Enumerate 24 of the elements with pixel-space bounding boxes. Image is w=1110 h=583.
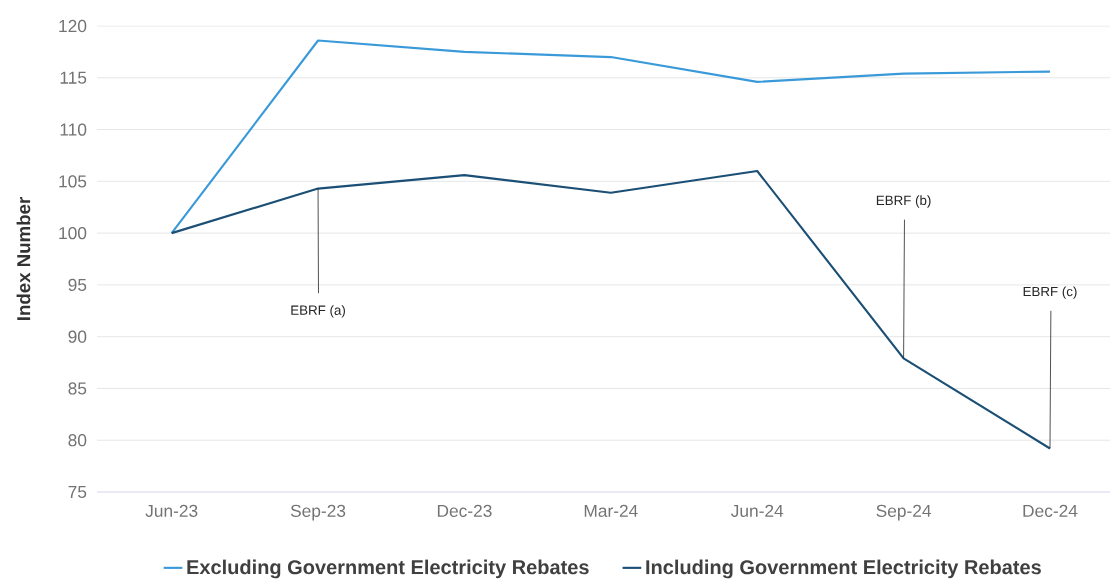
x-tick-label: Sep-24 (876, 504, 932, 521)
y-tick-label: 110 (60, 123, 87, 136)
y-tick-label: 105 (59, 175, 87, 188)
y-tick-label: 100 (59, 226, 87, 240)
y-tick-label: 75 (68, 485, 87, 499)
x-tick-label: Dec-23 (437, 504, 492, 517)
x-tick-label: Mar-24 (584, 504, 638, 517)
x-tick-label: Jun-24 (730, 504, 784, 517)
x-tick-label: Sep-23 (290, 504, 346, 521)
y-tick-label: 80 (68, 434, 87, 447)
legend-label: Including Government Electricity Rebates (646, 559, 1041, 579)
y-tick-label: 90 (68, 330, 87, 343)
line-series (170, 39, 1052, 235)
annotation: EBRF (b) (876, 195, 931, 208)
x-tick-label: Jun-23 (145, 504, 198, 517)
annotation: EBRF (c) (1023, 286, 1077, 299)
y-tick-label: 120 (59, 19, 87, 33)
annotation: EBRF (a) (291, 305, 345, 318)
y-axis-title: Index Number (16, 197, 31, 320)
legend-label: Excluding Government Electricity Rebates (187, 559, 589, 579)
y-tick-label: 95 (68, 278, 87, 292)
x-tick-label: Dec-24 (1023, 504, 1078, 517)
y-tick-label: 115 (60, 71, 87, 84)
y-tick-label: 85 (68, 382, 87, 395)
